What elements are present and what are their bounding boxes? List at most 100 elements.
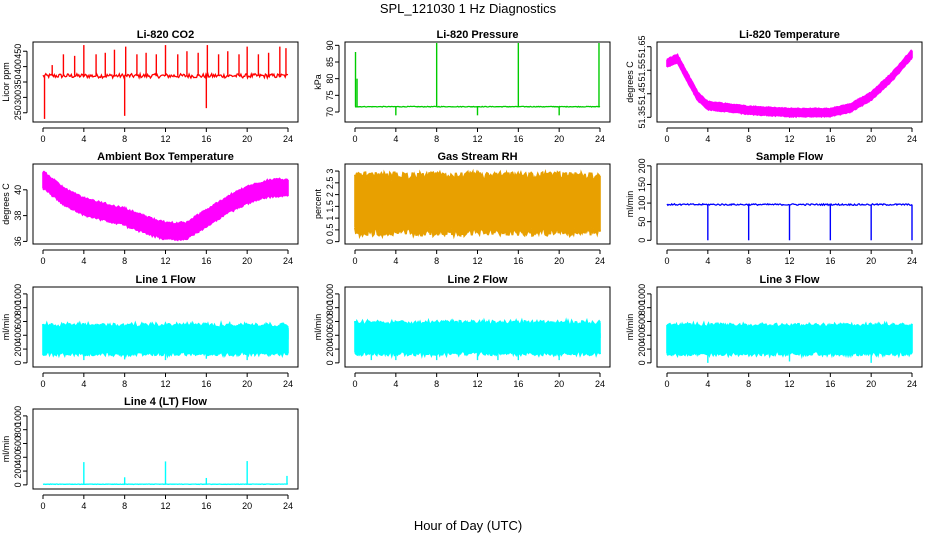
series-band-lower	[42, 187, 289, 242]
y-tick-label: 200	[637, 158, 647, 173]
chart-panel-4: Gas Stream RH 0 4 8 12 16 20 24 0 0.5 1 1.5 2 2.5 3 per…	[313, 151, 611, 266]
plot-frame	[32, 41, 299, 123]
x-tick-label: 8	[746, 134, 751, 144]
y-tick-label: 0	[637, 360, 647, 365]
series-band-upper	[42, 170, 289, 226]
chart-panel-8: Line 3 Flow 0 4 8 12 16 20 24 0 2004006008001000m…	[625, 274, 923, 389]
x-tick-label: 12	[784, 256, 794, 266]
x-tick-label: 16	[825, 379, 835, 389]
x-tick-label: 20	[554, 134, 564, 144]
series-group	[354, 43, 601, 116]
series-group	[42, 45, 289, 119]
chart-title: Line 4 (LT) Flow	[124, 396, 207, 408]
y-tick-label: 75	[325, 90, 335, 100]
y-tick-label: 200	[13, 464, 23, 479]
series-band-lower	[666, 57, 913, 119]
y-tick-label: 0	[325, 239, 335, 244]
x-tick-label: 20	[242, 501, 252, 511]
x-tick-label: 8	[122, 256, 127, 266]
y-tick-label: 0	[13, 360, 23, 365]
x-tick-label: 24	[283, 379, 293, 389]
chart-title: Li-820 CO2	[137, 29, 194, 41]
x-tick-label: 20	[866, 379, 876, 389]
x-tick-label: 16	[201, 134, 211, 144]
plot-frame	[344, 163, 611, 245]
x-tick-label: 4	[393, 134, 398, 144]
y-tick-label: 400	[13, 328, 23, 343]
plot-frame	[656, 41, 923, 123]
x-axis-caption: Hour of Day (UTC)	[413, 518, 523, 533]
chart-title: Line 2 Flow	[448, 274, 508, 286]
y-tick-label: 250	[13, 105, 23, 120]
chart-title: Line 1 Flow	[136, 274, 196, 286]
x-tick-label: 20	[242, 379, 252, 389]
y-tick-label: 40	[13, 185, 23, 195]
x-tick-label: 12	[784, 379, 794, 389]
y-tick-label: 3	[325, 169, 335, 174]
x-tick-label: 8	[746, 379, 751, 389]
series-group	[42, 461, 288, 486]
x-tick-label: 4	[81, 379, 86, 389]
y-tick-label: 0	[13, 482, 23, 487]
x-tick-label: 8	[434, 134, 439, 144]
y-tick-label: 50	[637, 217, 647, 227]
chart-panel-6: Line 1 Flow 0 4 8 12 16 20 24 0 2004006008001000m…	[1, 274, 299, 389]
plot-frame	[32, 408, 299, 490]
y-tick-label: 800	[325, 300, 335, 315]
series-group	[42, 170, 289, 242]
series-group	[354, 168, 601, 240]
y-tick-label: 100	[637, 196, 647, 211]
y-tick-label: 300	[13, 90, 23, 105]
chart-title: Line 3 Flow	[760, 274, 820, 286]
y-axis-label: kPa	[313, 74, 323, 90]
plot-frame	[656, 286, 923, 368]
series-group	[666, 49, 913, 119]
y-tick-label: 600	[13, 314, 23, 329]
x-tick-label: 20	[242, 134, 252, 144]
series-group	[666, 202, 913, 241]
plot-frame	[344, 286, 611, 368]
y-tick-label: 2.5	[325, 177, 335, 190]
y-tick-label: 1000	[637, 284, 647, 304]
y-tick-label: 85	[325, 57, 335, 67]
chart-panel-9: Line 4 (LT) Flow 0 4 8 12 16 20 24 0 200400600800…	[1, 396, 299, 511]
series-line	[42, 175, 289, 236]
y-tick-label: 36	[13, 236, 23, 246]
y-tick-label: 600	[13, 436, 23, 451]
y-tick-label: 80	[325, 74, 335, 84]
x-tick-label: 12	[160, 134, 170, 144]
x-tick-label: 16	[513, 379, 523, 389]
y-tick-label: 400	[637, 328, 647, 343]
y-axis-label: ml/min	[1, 314, 11, 341]
y-tick-label: 600	[637, 314, 647, 329]
y-axis-label: ml/min	[625, 191, 635, 218]
series-line	[666, 52, 913, 117]
x-tick-label: 0	[664, 256, 669, 266]
y-tick-label: 1000	[13, 284, 23, 304]
chart-title: Li-820 Pressure	[437, 29, 519, 41]
x-tick-label: 24	[283, 256, 293, 266]
x-tick-label: 0	[40, 256, 45, 266]
y-axis-label: Licor ppm	[1, 62, 11, 102]
chart-panel-5: Sample Flow 0 4 8 12 16 20 24 0 50 100 150 200 ml/min	[625, 151, 923, 266]
y-tick-label: 350	[13, 74, 23, 89]
y-tick-label: 200	[637, 342, 647, 357]
series-group	[666, 320, 913, 363]
chart-title: Sample Flow	[756, 151, 824, 163]
y-tick-label: 90	[325, 40, 335, 50]
y-tick-label: 200	[325, 342, 335, 357]
y-tick-label: 51.65	[637, 35, 647, 58]
series-band-upper	[354, 317, 601, 329]
y-tick-label: 800	[13, 300, 23, 315]
x-tick-label: 0	[352, 256, 357, 266]
series-group	[42, 320, 289, 361]
x-tick-label: 12	[160, 501, 170, 511]
x-tick-label: 0	[664, 134, 669, 144]
y-tick-label: 1.5	[325, 200, 335, 213]
series-line	[666, 337, 913, 341]
x-tick-label: 20	[554, 256, 564, 266]
y-tick-label: 600	[325, 314, 335, 329]
y-axis-label: percent	[313, 188, 323, 219]
chart-title: Ambient Box Temperature	[97, 151, 234, 163]
x-tick-label: 8	[434, 256, 439, 266]
